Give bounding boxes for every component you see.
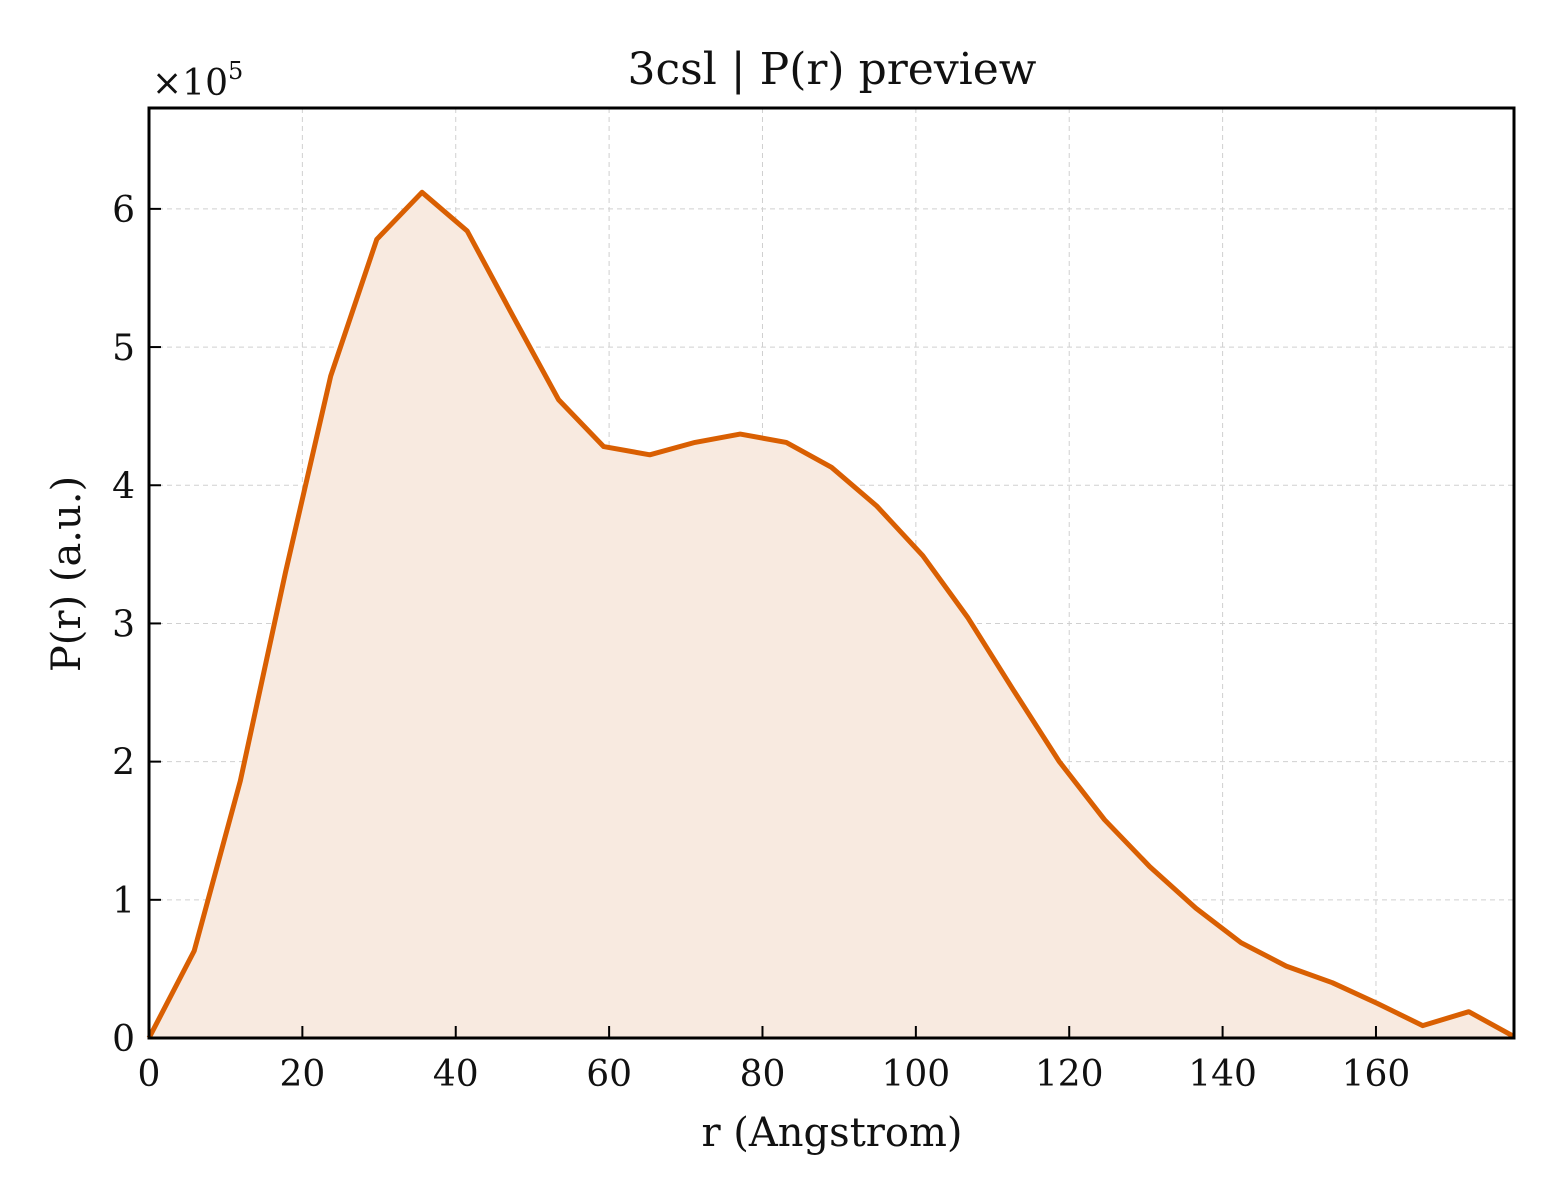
x-tick-label: 60 bbox=[586, 1054, 632, 1095]
y-tick-label: 6 bbox=[112, 190, 135, 231]
y-axis-scale-exponent: 5 bbox=[228, 57, 243, 85]
y-tick-label: 5 bbox=[112, 328, 135, 369]
y-axis-label: P(r) (a.u.) bbox=[44, 476, 90, 672]
y-tick-label: 3 bbox=[112, 604, 135, 645]
axis-ticks: 0 20 40 60 80 100 120 140 160 0 1 2 3 4 5 6 bbox=[112, 190, 1410, 1095]
x-tick-label: 140 bbox=[1188, 1054, 1257, 1095]
x-tick-label: 100 bbox=[881, 1054, 950, 1095]
x-tick-label: 120 bbox=[1035, 1054, 1104, 1095]
x-tick-label: 20 bbox=[279, 1054, 325, 1095]
x-axis-label: r (Angstrom) bbox=[701, 1110, 962, 1156]
y-tick-label: 4 bbox=[112, 466, 135, 507]
plot-frame bbox=[147, 106, 1516, 1040]
y-tick-label: 0 bbox=[112, 1019, 135, 1060]
x-tick-label: 80 bbox=[740, 1054, 786, 1095]
y-axis-scale-factor: ×105 bbox=[152, 57, 243, 104]
y-tick-label: 1 bbox=[112, 881, 135, 922]
x-tick-label: 160 bbox=[1342, 1054, 1411, 1095]
chart-title: 3csl | P(r) preview bbox=[628, 44, 1037, 95]
pr-curve-line bbox=[146, 189, 1516, 1040]
pr-area-fill bbox=[149, 192, 1514, 1039]
x-tick-label: 0 bbox=[138, 1054, 161, 1095]
y-tick-label: 2 bbox=[112, 743, 135, 784]
y-axis-scale-base: ×10 bbox=[152, 63, 228, 104]
x-tick-label: 40 bbox=[433, 1054, 479, 1095]
